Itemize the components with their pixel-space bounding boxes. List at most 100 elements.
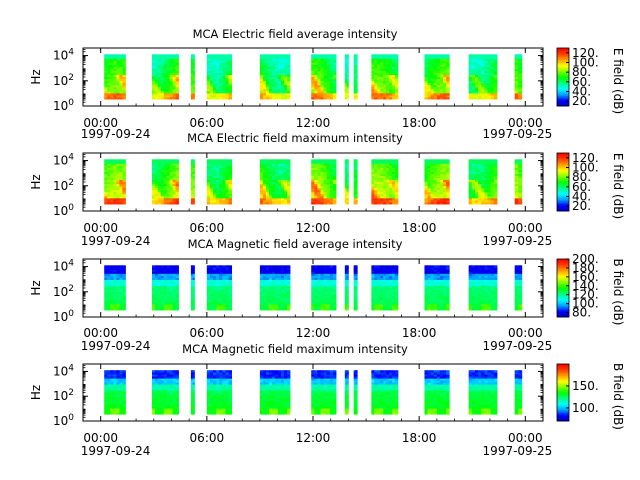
spectrogram-cell [166,279,171,282]
spectrogram-cell [471,173,476,176]
spectrogram-cell [175,92,179,96]
spectrogram-cell [265,76,270,80]
spectrogram-cell [259,191,264,195]
spectrogram-cell [107,277,111,280]
spectrogram-cell [332,308,337,311]
spectrogram-cell [274,95,279,98]
spectrogram-cell [163,64,168,67]
spectrogram-cell [163,187,168,191]
spectrogram-cell [283,279,288,282]
colorbar-cell [557,163,569,165]
spectrogram-cell [386,78,390,82]
spectrogram-cell [262,273,267,276]
spectrogram-cell [154,283,159,287]
spectrogram-cell [314,197,318,201]
spectrogram-cell [228,74,233,78]
spectrogram-cell [518,193,523,197]
spectrogram-cell [119,74,123,78]
spectrogram-cell [209,58,214,61]
spectrogram-cell [175,285,179,289]
spectrogram-cell [219,285,223,289]
spectrogram-cell [213,293,217,297]
x-tick-label: 00:00 [83,221,118,235]
spectrogram-cell [154,277,159,280]
spectrogram-cell [433,171,438,174]
spectrogram-cell [157,70,162,74]
spectrogram-cell [468,169,473,172]
spectrogram-cell [377,202,381,205]
spectrogram-cell [371,167,375,170]
spectrogram-cell [262,159,267,162]
spectrogram-cell [152,92,156,96]
spectrogram-cell [323,56,328,59]
spectrogram-cell [329,181,334,185]
spectrogram-cell [219,82,223,86]
spectrogram-cell [154,163,159,166]
spectrogram-cell [169,200,174,203]
spectrogram-cell [265,195,270,199]
spectrogram-cell [484,173,488,176]
spectrogram-cell [374,56,378,59]
spectrogram-cell [427,177,432,181]
spectrogram-cell [107,195,111,199]
spectrogram-cell [122,187,126,191]
spectrogram-cell [262,80,267,84]
spectrogram-cell [166,306,171,309]
spectrogram-cell [271,72,276,76]
spectrogram-cell [332,279,337,282]
spectrogram-cell [320,193,325,197]
spectrogram-cell [329,295,334,299]
colorbar-cell [557,94,569,97]
spectrogram-cell [355,287,358,291]
spectrogram-cell [209,306,214,309]
spectrogram-cell [225,297,229,301]
spectrogram-cell [116,92,120,96]
spectrogram-cell [323,299,328,303]
spectrogram-cell [386,167,390,170]
spectrogram-cell [383,185,387,189]
spectrogram-cell [265,197,270,201]
spectrogram-cell [377,293,381,297]
spectrogram-cell [329,289,334,293]
spectrogram-cell [192,72,195,76]
spectrogram-cell [468,187,473,191]
spectrogram-cell [518,177,523,181]
spectrogram-cell [166,64,171,67]
spectrogram-cell [175,265,179,268]
spectrogram-cell [332,163,337,166]
spectrogram-cell [394,54,399,57]
spectrogram-cell [271,271,276,274]
spectrogram-cell [259,62,264,65]
spectrogram-cell [175,62,179,65]
spectrogram-cell [192,82,195,86]
spectrogram-cell [392,171,396,174]
spectrogram-cell [216,92,220,96]
spectrogram-cell [274,193,279,197]
spectrogram-cell [439,185,444,189]
spectrogram-cell [166,189,171,193]
spectrogram-cell [122,191,126,195]
spectrogram-cell [389,289,393,293]
spectrogram-cell [323,90,328,94]
spectrogram-cell [392,181,396,185]
spectrogram-cell [392,200,396,203]
spectrogram-cell [286,306,291,309]
spectrogram-cell [206,193,211,197]
spectrogram-cell [119,78,123,82]
spectrogram-cell [154,72,159,76]
spectrogram-cell [383,285,387,289]
spectrogram-cell [518,90,523,94]
spectrogram-cell [332,297,337,301]
spectrogram-cell [175,202,179,205]
spectrogram-cell [219,58,223,61]
spectrogram-cell [206,80,211,84]
spectrogram-cell [344,74,348,78]
spectrogram-cell [383,86,387,90]
spectrogram-cell [154,177,159,181]
spectrogram-cell [265,171,270,174]
spectrogram-cell [392,175,396,179]
spectrogram-cell [192,97,195,100]
spectrogram-cell [274,159,279,162]
spectrogram-cell [271,308,276,311]
spectrogram-cell [206,200,211,203]
